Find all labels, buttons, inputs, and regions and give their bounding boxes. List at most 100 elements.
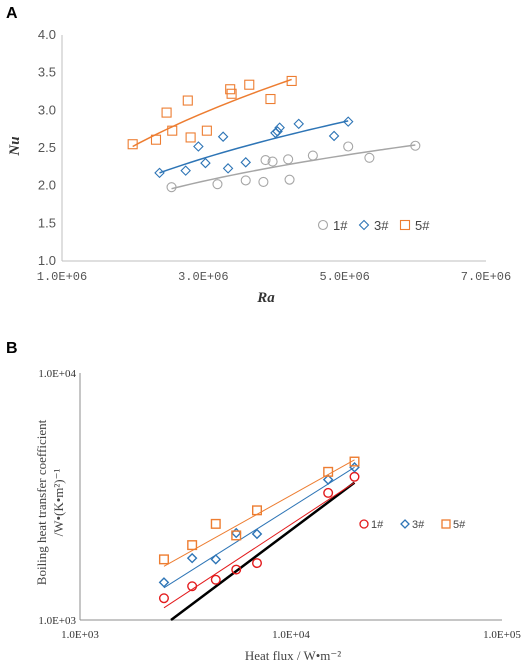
data-point-diamond <box>272 126 283 137</box>
data-point-circle <box>410 140 421 151</box>
y-tick-label: 1.0 <box>38 253 56 268</box>
data-point-diamond <box>274 122 285 133</box>
x-tick-label: 1.0E+05 <box>483 629 521 641</box>
y-tick-label: 1.0E+04 <box>38 368 76 380</box>
data-point-square <box>167 125 178 136</box>
data-point-diamond <box>240 157 252 168</box>
data-point-square <box>185 132 196 143</box>
trendline-square <box>132 78 292 148</box>
data-point-circle <box>212 179 223 190</box>
data-point-diamond <box>180 165 191 176</box>
legend-label: 1# <box>371 519 384 531</box>
data-point-circle <box>210 574 221 585</box>
legend-label: 5# <box>453 519 466 531</box>
data-point-circle <box>231 564 242 575</box>
data-point-circle <box>267 156 278 167</box>
data-point-diamond <box>154 167 165 179</box>
panel-a-label: A <box>6 5 18 22</box>
trendline-circle <box>163 482 355 609</box>
x-tick-label: 1.0E+06 <box>37 270 87 284</box>
data-point-diamond <box>200 157 211 169</box>
data-point-diamond <box>158 577 170 588</box>
data-point-square <box>150 134 162 145</box>
legend-marker-circle <box>317 219 329 231</box>
x-tick-label: 1.0E+04 <box>272 629 310 641</box>
data-point-circle <box>258 176 269 187</box>
data-point-circle <box>251 558 262 569</box>
legend-marker-diamond <box>400 519 410 529</box>
data-point-square <box>158 554 169 565</box>
y-tick-label: 1.0E+03 <box>38 615 76 627</box>
data-point-square <box>349 456 360 467</box>
data-point-square <box>231 530 242 541</box>
y-axis-title-line1: Boiling heat transfer coefficient <box>34 419 49 585</box>
data-point-circle <box>260 155 271 166</box>
reference-line <box>170 481 356 622</box>
data-point-circle <box>187 581 198 592</box>
y-axis-title: Nu <box>7 136 23 156</box>
data-point-circle <box>283 154 294 165</box>
data-point-circle <box>158 593 169 604</box>
legend-marker-diamond <box>358 219 370 231</box>
legend-label: 1# <box>333 218 348 233</box>
legend-label: 5# <box>415 218 430 233</box>
data-point-diamond <box>217 131 229 142</box>
panel-a-chart: 1.0 1.5 2.0 2.5 3.0 3.5 4.0 1.0E+06 3.0E+06 5.0E+… <box>7 27 511 306</box>
data-point-circle <box>343 141 354 152</box>
y-tick-label: 2.5 <box>38 140 56 155</box>
legend-marker-square <box>399 219 411 231</box>
trendline-square <box>163 459 355 567</box>
x-tick-label: 1.0E+03 <box>61 629 99 641</box>
x-tick-label: 7.0E+06 <box>461 270 511 284</box>
data-point-square <box>127 139 138 150</box>
data-point-circle <box>307 150 318 161</box>
data-point-diamond <box>230 527 242 539</box>
trendline-circle <box>171 144 416 190</box>
data-point-square <box>244 79 255 90</box>
trendline-diamond <box>159 120 349 174</box>
data-point-diamond <box>342 116 354 127</box>
y-tick-label: 1.5 <box>38 215 56 230</box>
data-point-circle <box>166 182 177 193</box>
data-point-diamond <box>222 163 234 174</box>
data-point-diamond <box>251 528 263 540</box>
data-point-diamond <box>193 141 204 152</box>
data-point-circle <box>284 174 295 185</box>
data-point-circle <box>349 471 360 482</box>
y-tick-label: 2.0 <box>38 178 56 193</box>
data-point-square <box>286 75 297 87</box>
y-axis-title-line2: /W•(K•m²)⁻¹ <box>51 469 66 537</box>
y-tick-label: 3.0 <box>38 102 56 117</box>
data-point-square <box>182 95 193 106</box>
data-point-circle <box>364 152 375 163</box>
x-tick-label: 3.0E+06 <box>178 270 228 284</box>
legend-marker-square <box>441 519 451 529</box>
data-point-diamond <box>322 474 334 485</box>
x-axis-title: Ra <box>256 290 275 306</box>
data-point-diamond <box>328 130 340 142</box>
legend-label: 3# <box>412 519 425 531</box>
data-point-diamond <box>210 554 222 565</box>
data-point-diamond <box>349 462 360 473</box>
y-tick-label: 4.0 <box>38 27 56 42</box>
y-tick-label: 3.5 <box>38 65 56 80</box>
data-point-square <box>161 107 172 118</box>
x-axis-title: Heat flux / W•m⁻² <box>245 648 341 663</box>
data-point-square <box>201 125 212 136</box>
data-point-square <box>323 466 334 477</box>
data-point-diamond <box>186 552 198 564</box>
panel-b-label: B <box>6 340 18 357</box>
panel-b-chart: 1.0E+03 1.0E+04 1.0E+03 1.0E+04 1.0E+05 Heat … <box>34 368 521 663</box>
data-point-diamond <box>293 118 305 130</box>
data-point-circle <box>323 487 334 498</box>
data-point-square <box>251 505 262 516</box>
legend-label: 3# <box>374 218 389 233</box>
x-tick-label: 5.0E+06 <box>319 270 369 284</box>
data-point-square <box>210 518 221 529</box>
data-point-circle <box>240 175 251 186</box>
data-point-square <box>187 540 198 551</box>
legend-marker-circle <box>359 519 369 529</box>
data-point-square <box>226 88 237 99</box>
data-point-square <box>265 93 276 105</box>
trendline-diamond <box>163 466 355 589</box>
